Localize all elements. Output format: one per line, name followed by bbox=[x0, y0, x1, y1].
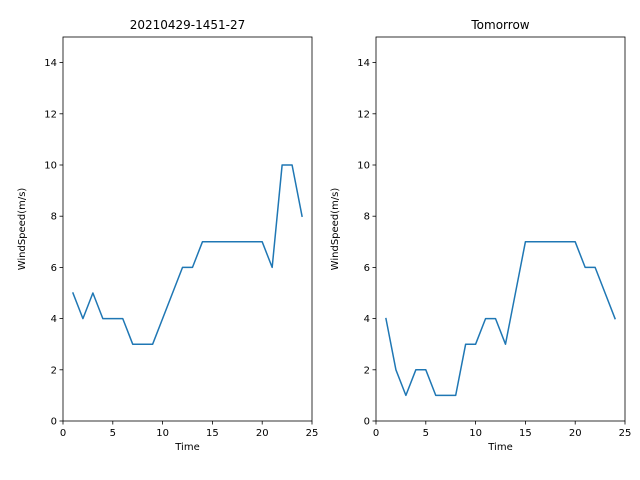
chart-2-x-tick-label: 10 bbox=[469, 428, 482, 439]
chart-1-y-tick-label: 14 bbox=[44, 58, 57, 69]
chart-2-x-tick-label: 15 bbox=[519, 428, 532, 439]
chart-1-y-tick-label: 0 bbox=[51, 417, 57, 428]
chart-2-x-tick-label: 5 bbox=[423, 428, 429, 439]
chart-2-x-tick-label: 25 bbox=[619, 428, 632, 439]
chart-2-y-tick-label: 12 bbox=[357, 109, 370, 120]
chart-1-x-tick-label: 20 bbox=[256, 428, 269, 439]
chart-1-x-tick-label: 15 bbox=[206, 428, 219, 439]
chart-1-x-tick-label: 10 bbox=[156, 428, 169, 439]
chart-2-y-tick-label: 4 bbox=[364, 314, 370, 325]
chart-2-series-line-1 bbox=[385, 241, 617, 397]
chart-2-y-tick-label: 6 bbox=[364, 263, 370, 274]
chart-2-y-tick-label: 2 bbox=[364, 365, 370, 376]
chart-2-axes-frame bbox=[375, 36, 626, 422]
chart-2-y-axis-label: WindSpeed(m/s) bbox=[330, 188, 341, 271]
chart-1-x-tick-label: 25 bbox=[306, 428, 319, 439]
chart-2-x-tick-label: 20 bbox=[569, 428, 582, 439]
chart-2-y-tick-label: 10 bbox=[357, 161, 370, 172]
chart-1-x-axis-label: Time bbox=[174, 442, 199, 453]
chart-1-y-axis-label: WindSpeed(m/s) bbox=[17, 188, 28, 271]
chart-2-x-axis-label: Time bbox=[487, 442, 512, 453]
chart-2: 0 5 10 15 20 25 0 2 4 6 8 10 12 14 Tomorrow Time WindSpe… bbox=[330, 18, 631, 453]
chart-1-y-tick-label: 6 bbox=[51, 263, 57, 274]
chart-1-axes-frame bbox=[62, 36, 313, 422]
chart-1-y-tick-label: 12 bbox=[44, 109, 57, 120]
chart-1-y-tick-label: 10 bbox=[44, 161, 57, 172]
chart-1: 0 5 10 15 20 25 0 2 4 6 8 10 12 14 20210429-1451-27 Tim… bbox=[17, 18, 318, 453]
chart-2-y-tick-label: 0 bbox=[364, 417, 370, 428]
chart-1-y-tick-label: 4 bbox=[51, 314, 57, 325]
chart-2-y-tick-label: 8 bbox=[364, 212, 370, 223]
chart-1-x-tick-label: 5 bbox=[110, 428, 116, 439]
chart-2-y-tick-label: 14 bbox=[357, 58, 370, 69]
chart-1-x-tick-label: 0 bbox=[60, 428, 66, 439]
chart-1-y-tick-label: 8 bbox=[51, 212, 57, 223]
chart-2-x-tick-label: 0 bbox=[373, 428, 379, 439]
chart-1-y-tick-label: 2 bbox=[51, 365, 57, 376]
chart-1-title: 20210429-1451-27 bbox=[130, 18, 246, 32]
chart-2-title: Tomorrow bbox=[470, 18, 529, 32]
chart-1-series-line-1 bbox=[71, 164, 303, 345]
